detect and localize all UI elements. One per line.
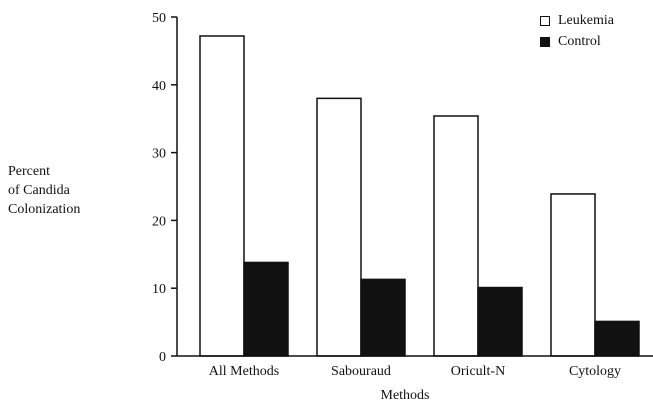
bar-leukemia-oricult-n — [433, 115, 479, 357]
y-tick-label-0: 0 — [159, 350, 166, 365]
legend: Leukemia Control — [540, 10, 614, 52]
legend-label-control: Control — [558, 33, 601, 49]
y-axis-title: Percent of Candida Colonization — [8, 162, 118, 219]
y-axis-title-line-2: of Candida — [8, 183, 70, 198]
x-tick-label-oricult-n: Oricult-N — [451, 364, 505, 379]
x-tick-label-sabouraud: Sabouraud — [331, 364, 391, 379]
bar-control-oricult-n — [477, 286, 523, 357]
x-tick-label-cytology: Cytology — [569, 364, 621, 379]
bar-leukemia-cytology — [550, 193, 596, 357]
y-tick-label-40: 40 — [152, 79, 166, 94]
legend-item-leukemia: Leukemia — [540, 10, 614, 31]
y-tick-label-20: 20 — [152, 214, 166, 229]
y-axis-title-line-1: Percent — [8, 164, 50, 179]
x-axis-title: Methods — [381, 388, 430, 403]
bar-control-all-methods — [243, 261, 289, 357]
legend-swatch-leukemia — [540, 15, 550, 26]
y-tick-label-50: 50 — [152, 11, 166, 26]
bar-leukemia-all-methods — [199, 35, 245, 357]
bar-control-cytology — [594, 320, 640, 357]
bar-leukemia-sabouraud — [316, 97, 362, 357]
legend-label-leukemia: Leukemia — [558, 12, 614, 28]
legend-item-control: Control — [540, 31, 614, 52]
y-tick-label-10: 10 — [152, 282, 166, 297]
y-tick-label-30: 30 — [152, 147, 166, 162]
x-tick-label-all-methods: All Methods — [209, 364, 279, 379]
y-axis-title-line-3: Colonization — [8, 202, 81, 217]
bar-control-sabouraud — [360, 278, 406, 357]
legend-swatch-control — [540, 36, 550, 47]
